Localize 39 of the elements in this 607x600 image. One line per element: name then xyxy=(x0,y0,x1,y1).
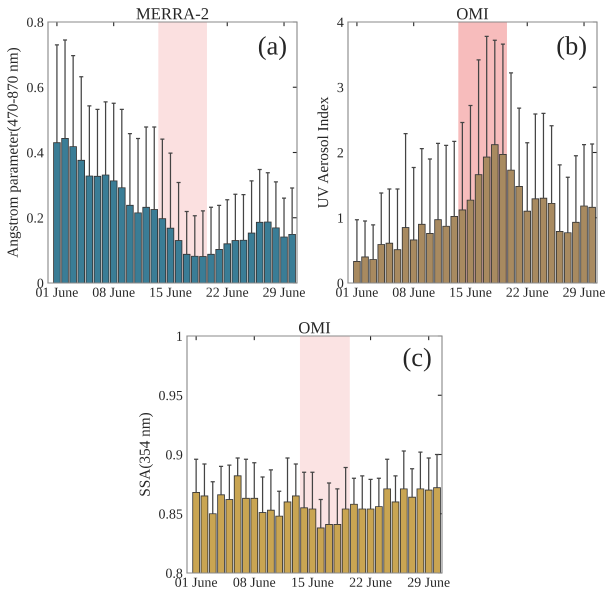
y-tick-label: 0.95 xyxy=(159,390,182,400)
y-tick-label: 0.85 xyxy=(159,509,182,519)
x-tick-label: 29 June xyxy=(563,288,605,297)
x-tick-label: 22 June xyxy=(350,578,392,587)
annotation: (c) xyxy=(404,348,431,372)
y-tick-label: 0 xyxy=(337,278,344,288)
y-axis-title: SSA(354 nm) xyxy=(139,412,153,496)
x-tick-label: 15 June xyxy=(292,578,334,587)
y-tick-label: 0.8 xyxy=(166,568,182,578)
y-tick-label: 0 xyxy=(37,278,44,288)
x-tick-label: 08 June xyxy=(392,288,435,297)
chart-title: MERRA-2 xyxy=(136,8,208,20)
x-tick-label: 15 June xyxy=(450,288,492,297)
x-tick-label: 08 June xyxy=(233,578,276,587)
y-tick-label: 0.9 xyxy=(166,450,182,460)
x-tick-label: 22 June xyxy=(506,288,548,297)
x-tick-label: 08 June xyxy=(92,288,135,297)
y-tick-label: 1 xyxy=(338,213,343,223)
y-tick-label: 3 xyxy=(338,82,344,92)
x-tick-label: 01 June xyxy=(36,288,78,297)
x-tick-label: 01 June xyxy=(336,288,378,297)
y-tick-label: 4 xyxy=(337,18,344,27)
y-tick-label: 0.2 xyxy=(27,213,44,223)
chart-title: OMI xyxy=(456,8,488,20)
annotation: (a) xyxy=(258,36,286,60)
y-tick-label: 0.8 xyxy=(27,18,44,28)
y-axis-title: Angstrom parameter(470-870 nm) xyxy=(7,48,21,258)
y-tick-label: 1 xyxy=(177,332,182,341)
x-tick-label: 15 June xyxy=(150,288,192,297)
chart-title: OMI xyxy=(298,322,330,334)
y-tick-label: 0.4 xyxy=(27,148,44,158)
x-tick-label: 01 June xyxy=(175,578,218,587)
y-tick-label: 0.6 xyxy=(27,82,44,92)
x-tick-label: 29 June xyxy=(408,578,450,587)
y-axis-title: UV Aerosol Index xyxy=(317,96,328,208)
x-tick-label: 22 June xyxy=(206,288,248,297)
x-tick-label: 29 June xyxy=(263,288,305,297)
y-tick-label: 2 xyxy=(338,148,344,158)
annotation: (b) xyxy=(557,36,586,60)
